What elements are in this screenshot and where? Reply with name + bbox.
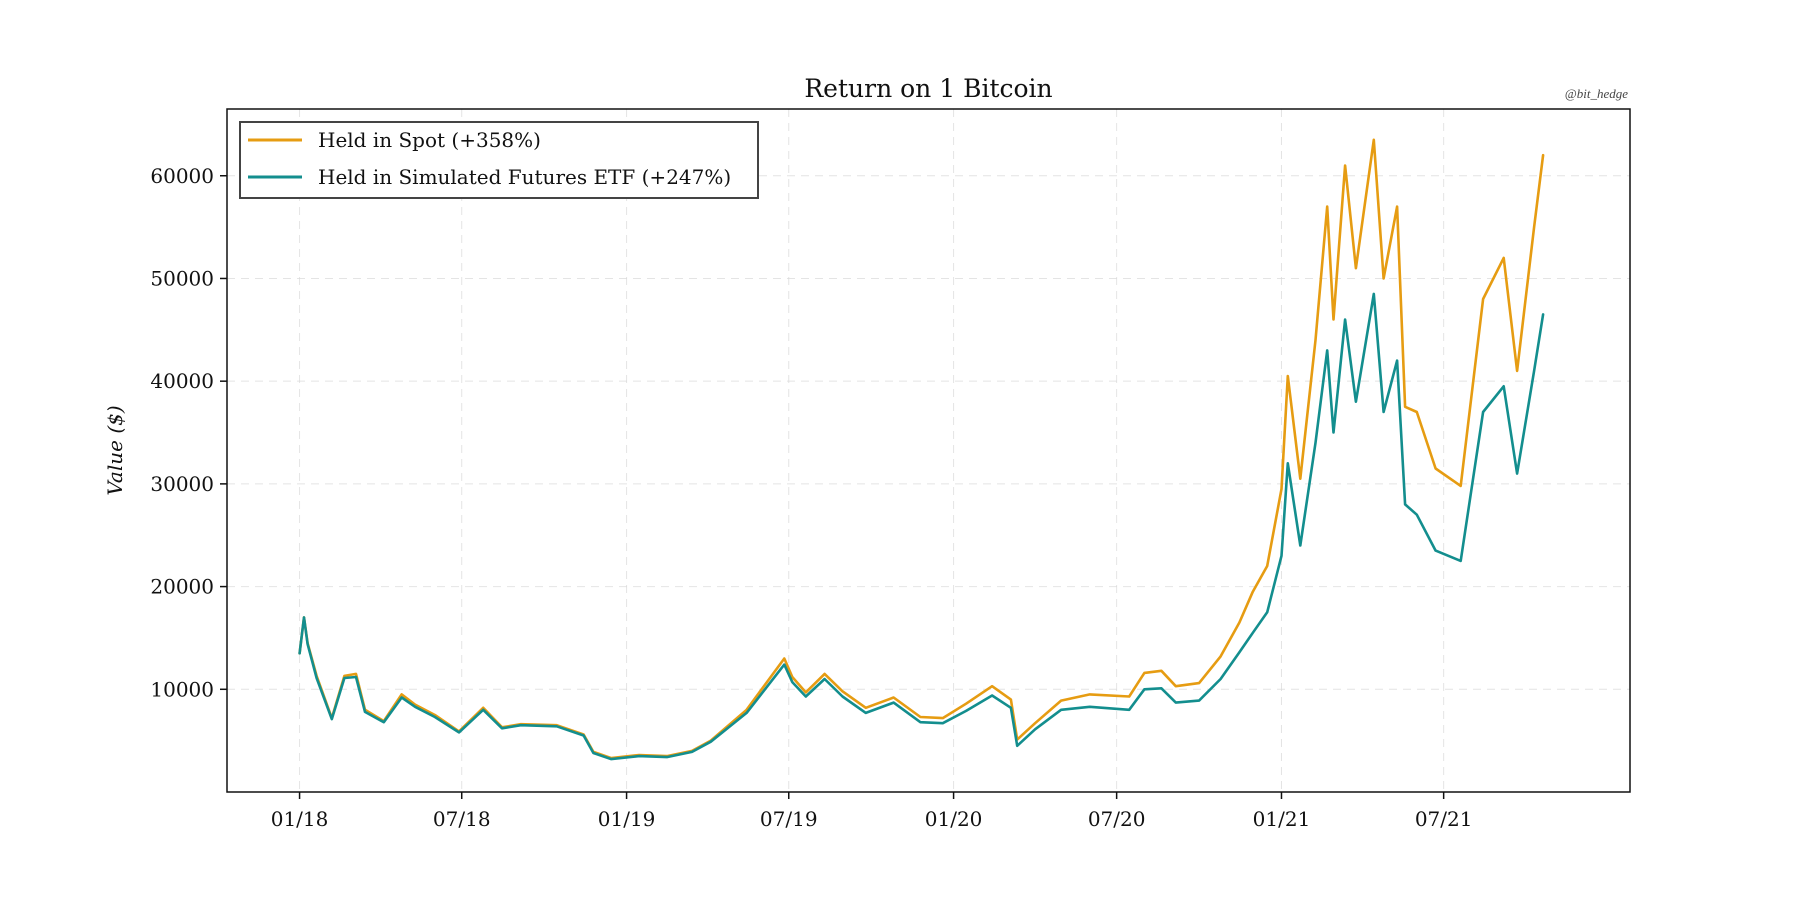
series-lines xyxy=(298,138,1545,761)
watermark: @bit_hedge xyxy=(1565,86,1628,101)
x-tick-label: 07/21 xyxy=(1415,807,1473,831)
legend: Held in Spot (+358%) Held in Simulated F… xyxy=(239,121,759,199)
legend-box xyxy=(239,121,759,199)
y-tick-label: 50000 xyxy=(150,266,214,290)
y-tick-label: 60000 xyxy=(150,164,214,188)
series-line-spot xyxy=(298,138,1545,760)
x-tick-label: 01/19 xyxy=(598,807,656,831)
legend-label-spot: Held in Spot (+358%) xyxy=(318,128,541,152)
x-tick-label: 01/18 xyxy=(271,807,329,831)
axis-ticks: 01/18 07/18 01/19 07/19 01/20 07/20 01/21 07/21… xyxy=(150,164,1472,831)
y-tick-label: 40000 xyxy=(150,369,214,393)
x-tick-label: 07/18 xyxy=(433,807,491,831)
x-tick-label: 07/20 xyxy=(1088,807,1146,831)
chart-title: Return on 1 Bitcoin xyxy=(804,74,1052,103)
series-line-futures-etf xyxy=(298,292,1545,761)
y-axis-label: Value ($) xyxy=(103,405,127,495)
x-tick-label: 01/21 xyxy=(1253,807,1311,831)
x-tick-label: 07/19 xyxy=(760,807,818,831)
grid xyxy=(227,109,1630,792)
y-tick-label: 10000 xyxy=(150,677,214,701)
x-tick-label: 01/20 xyxy=(925,807,983,831)
y-tick-label: 30000 xyxy=(150,472,214,496)
legend-label-futures-etf: Held in Simulated Futures ETF (+247%) xyxy=(318,165,731,189)
plot-area-frame xyxy=(226,108,1631,793)
y-tick-label: 20000 xyxy=(150,575,214,599)
